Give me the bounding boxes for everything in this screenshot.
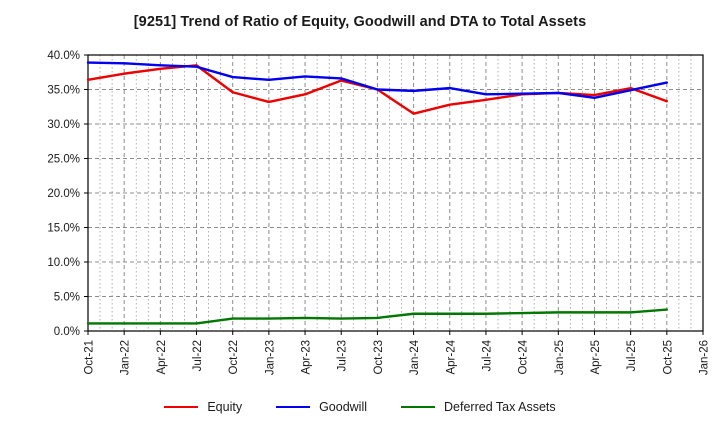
x-tick-label: Apr-25 bbox=[590, 340, 602, 375]
x-tick-label: Jul-24 bbox=[481, 339, 493, 371]
legend-item-label: Equity bbox=[207, 400, 243, 414]
x-tick-label: Apr-23 bbox=[301, 340, 313, 375]
y-tick-label: 15.0% bbox=[47, 223, 80, 235]
legend-item-label: Deferred Tax Assets bbox=[444, 400, 556, 414]
x-tick-label: Jan-25 bbox=[554, 340, 566, 375]
legend-line-swatch-icon bbox=[401, 406, 436, 408]
legend-item-deferred-tax-assets[interactable]: Deferred Tax Assets bbox=[401, 400, 556, 414]
y-tick-label: 30.0% bbox=[47, 119, 80, 131]
x-tick-label: Jan-26 bbox=[699, 340, 711, 375]
y-tick-label: 25.0% bbox=[47, 154, 80, 166]
x-tick-label: Jan-22 bbox=[120, 340, 132, 375]
x-tick-label: Jul-22 bbox=[192, 340, 204, 371]
x-tick-label: Jul-25 bbox=[626, 340, 638, 371]
y-tick-label: 10.0% bbox=[47, 257, 80, 269]
y-tick-label: 40.0% bbox=[47, 50, 80, 62]
legend-item-equity[interactable]: Equity bbox=[164, 400, 242, 414]
x-tick-label: Jul-23 bbox=[337, 340, 349, 371]
x-tick-label: Oct-25 bbox=[662, 340, 674, 375]
legend-item-label: Goodwill bbox=[319, 400, 368, 414]
x-tick-label: Apr-24 bbox=[445, 339, 457, 374]
chart-legend: Equity Goodwill Deferred Tax Assets bbox=[0, 400, 720, 414]
legend-line-swatch-icon bbox=[276, 406, 311, 408]
legend-line-swatch-icon bbox=[164, 406, 199, 408]
grid-lines bbox=[87, 54, 704, 332]
x-tick-label: Oct-21 bbox=[84, 340, 96, 375]
x-axis-tick-labels: Oct-21 Jan-22 Apr-22 Jul-22 Oct-22 Jan-23 Apr-… bbox=[84, 331, 711, 375]
series-line-deferred-tax-assets bbox=[86, 308, 669, 325]
series-line-goodwill bbox=[86, 61, 669, 99]
data-series-lines bbox=[86, 61, 669, 325]
y-tick-label: 0.0% bbox=[54, 326, 80, 338]
chart-title: [9251] Trend of Ratio of Equity, Goodwil… bbox=[133, 14, 587, 30]
y-tick-label: 20.0% bbox=[47, 188, 80, 200]
y-axis-tick-labels: 0.0% 5.0% 10.0% 15.0% 20.0% 25.0% 30.0% 35.0% 40… bbox=[47, 50, 88, 338]
y-tick-label: 35.0% bbox=[47, 85, 80, 97]
y-tick-label: 5.0% bbox=[54, 292, 80, 304]
x-tick-label: Jan-24 bbox=[409, 339, 421, 375]
x-tick-label: Oct-24 bbox=[518, 339, 530, 374]
x-tick-label: Apr-22 bbox=[156, 340, 168, 375]
x-tick-label: Oct-23 bbox=[373, 340, 385, 375]
x-tick-label: Oct-22 bbox=[228, 340, 240, 375]
x-tick-label: Jan-23 bbox=[264, 340, 276, 375]
legend-item-goodwill[interactable]: Goodwill bbox=[276, 400, 367, 414]
